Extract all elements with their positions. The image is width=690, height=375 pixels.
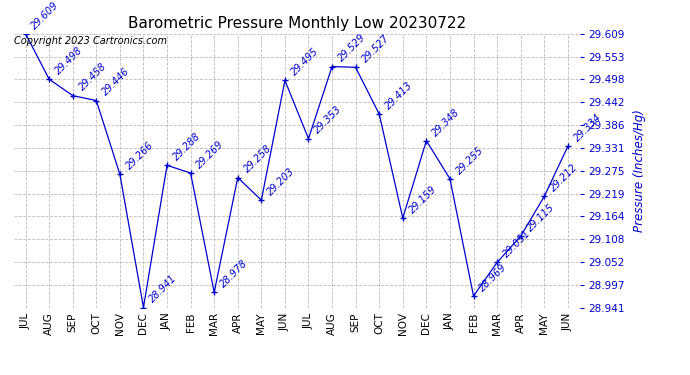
Text: 29.527: 29.527 [359,33,391,64]
Text: 29.413: 29.413 [384,80,415,111]
Text: 29.115: 29.115 [525,202,556,233]
Text: 29.255: 29.255 [454,145,486,176]
Text: 29.288: 29.288 [171,131,203,162]
Text: 29.212: 29.212 [549,162,580,194]
Text: 29.609: 29.609 [30,0,61,31]
Text: 29.348: 29.348 [431,106,462,138]
Text: 28.941: 28.941 [148,273,179,305]
Text: 29.334: 29.334 [572,112,603,144]
Text: 28.978: 28.978 [218,258,250,290]
Text: 29.266: 29.266 [124,140,155,171]
Text: Copyright 2023 Cartronics.com: Copyright 2023 Cartronics.com [14,36,168,46]
Y-axis label: Pressure (Inches/Hg): Pressure (Inches/Hg) [633,109,647,232]
Text: 29.446: 29.446 [101,66,132,98]
Text: 29.498: 29.498 [53,45,85,76]
Title: Barometric Pressure Monthly Low 20230722: Barometric Pressure Monthly Low 20230722 [128,16,466,31]
Text: 29.458: 29.458 [77,62,108,93]
Text: 29.529: 29.529 [336,32,368,64]
Text: 29.269: 29.269 [195,139,226,170]
Text: 29.051: 29.051 [501,228,533,260]
Text: 29.495: 29.495 [289,46,320,78]
Text: 29.353: 29.353 [313,105,344,136]
Text: 29.159: 29.159 [407,184,438,215]
Text: 29.258: 29.258 [242,143,273,175]
Text: 28.969: 28.969 [477,262,509,293]
Text: 29.203: 29.203 [266,166,297,197]
